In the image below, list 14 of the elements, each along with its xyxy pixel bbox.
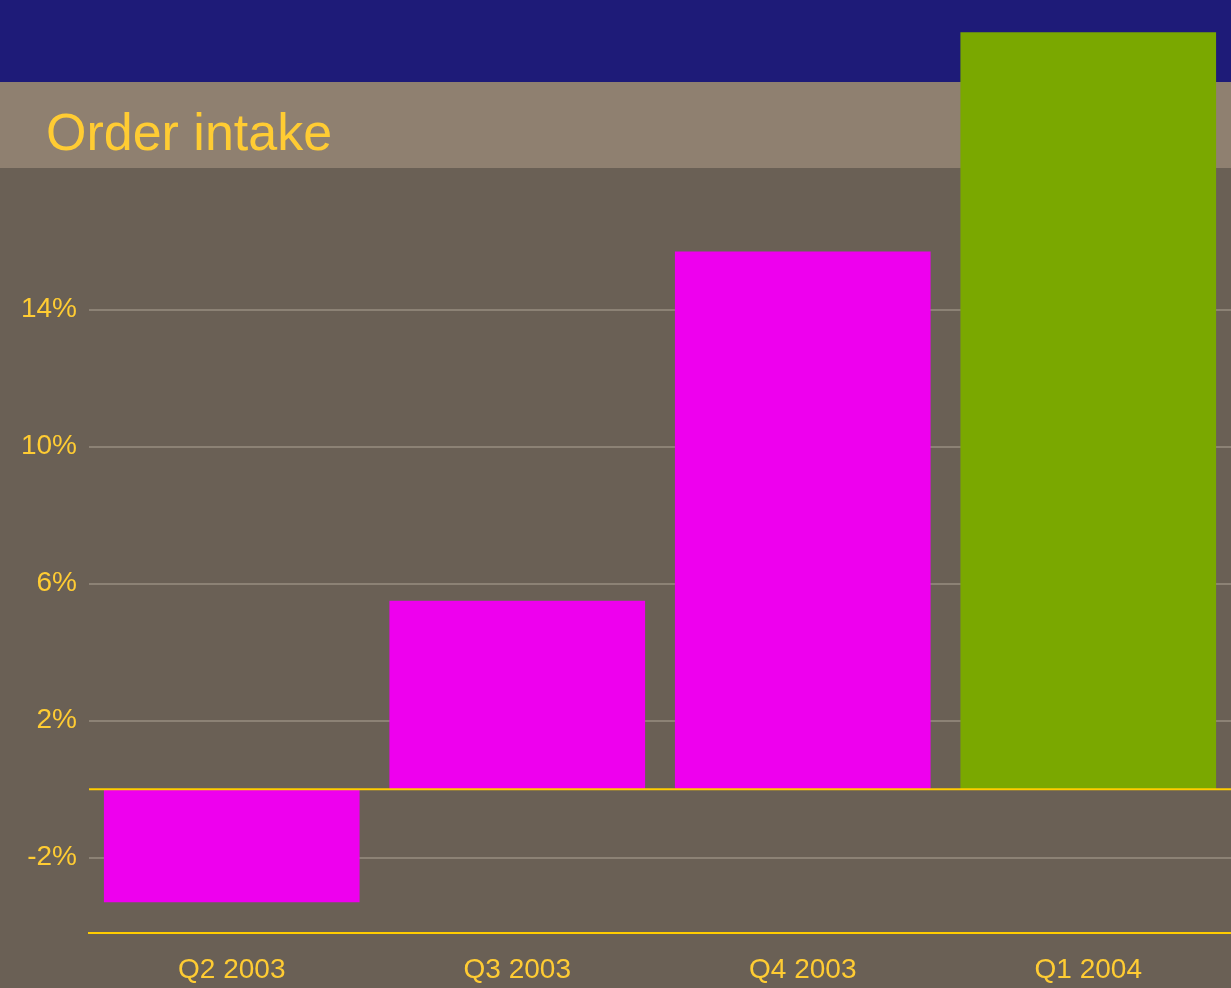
y-tick-label: 2% xyxy=(36,703,77,735)
x-tick-label: Q1 2004 xyxy=(1034,952,1142,984)
x-tick-label: Q4 2003 xyxy=(749,952,857,984)
y-tick-label: 10% xyxy=(20,429,77,461)
bar xyxy=(674,251,931,790)
text: Order intake xyxy=(46,102,333,163)
x-tick-label: Q3 2003 xyxy=(463,952,571,984)
y-tick-label: 14% xyxy=(20,292,77,324)
y-tick-label: 6% xyxy=(36,566,77,598)
x-tick-label: Q2 2003 xyxy=(178,952,286,984)
y-tick-label: -2% xyxy=(27,840,77,872)
bar xyxy=(103,789,360,903)
bar xyxy=(960,32,1217,790)
bar xyxy=(389,600,646,790)
